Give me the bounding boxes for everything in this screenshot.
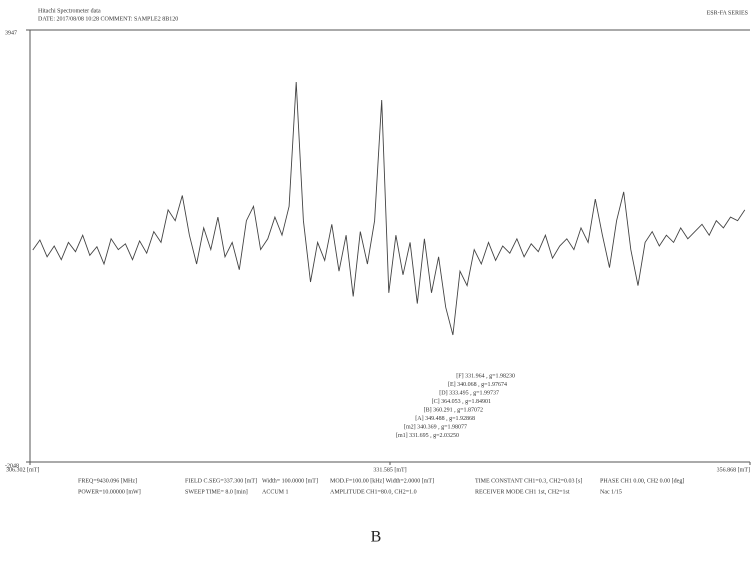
header-right: ESR-FA SERIES: [707, 10, 748, 16]
parameter: MOD.F=100.00 [kHz] Width=2.0000 [mT]: [330, 478, 434, 484]
peak-annotation: [m1] 331.695 , g=2.03250: [396, 433, 459, 439]
parameter: Nac 1/15: [600, 489, 622, 495]
header-line: DATE: 2017/08/08 10:28 COMMENT: SAMPLE2 …: [38, 16, 178, 22]
x-tick-label: 306.302 [mT]: [6, 467, 39, 473]
peak-annotation: [A] 349.488 , g=1.92868: [415, 416, 475, 422]
peak-annotation: [m2] 340.369 , g=1.98077: [404, 424, 467, 430]
parameter: PHASE CH1 0.00, CH2 0.00 [deg]: [600, 478, 684, 484]
parameter: TIME CONSTANT CH1=0.3, CH2=0.03 [s]: [475, 478, 582, 484]
y-tick-label: -2048: [5, 463, 19, 469]
parameter: FREQ=9430.096 [MHz]: [78, 478, 137, 484]
parameter: AMPLITUDE CH1=80.0, CH2=1.0: [330, 489, 417, 495]
y-tick-label: 3947: [5, 30, 17, 36]
parameter: ACCUM 1: [262, 489, 289, 495]
x-tick-label: 356.868 [mT]: [717, 467, 750, 473]
peak-annotation: [C] 364.053 , g=1.84901: [432, 399, 491, 405]
peak-annotation: [D] 333.495 , g=1.99737: [439, 390, 499, 396]
header-line: Hitachi Spectrometer data: [38, 8, 101, 14]
parameter: Width= 100.0000 [mT]: [262, 478, 318, 484]
peak-annotation: [E] 340.068 , g=1.97674: [448, 382, 507, 388]
spectrum-line: [32, 81, 746, 336]
caption: B: [371, 529, 382, 546]
x-tick-label: 331.585 [mT]: [373, 467, 406, 473]
parameter: FIELD C.SEG=337.300 [mT]: [185, 478, 257, 484]
parameter: SWEEP TIME= 8.0 [min]: [185, 489, 248, 495]
parameter: RECEIVER MODE CH1 1st, CH2=1st: [475, 489, 570, 495]
peak-annotation: [B] 360.291 , g=1.87072: [424, 407, 483, 413]
peak-annotation: [F] 331.964 , g=1.98230: [456, 373, 515, 379]
parameter: POWER=10.00000 [mW]: [78, 489, 141, 495]
